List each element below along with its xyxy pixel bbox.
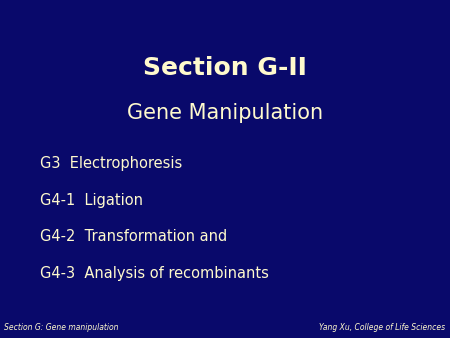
Text: G4-3  Analysis of recombinants: G4-3 Analysis of recombinants (40, 266, 270, 281)
Text: G4-2  Transformation and: G4-2 Transformation and (40, 230, 228, 244)
Text: Section G: Gene manipulation: Section G: Gene manipulation (4, 323, 119, 332)
Text: Yang Xu, College of Life Sciences: Yang Xu, College of Life Sciences (320, 323, 446, 332)
Text: Section G-II: Section G-II (143, 55, 307, 80)
Text: G3  Electrophoresis: G3 Electrophoresis (40, 156, 183, 171)
Text: G4-1  Ligation: G4-1 Ligation (40, 193, 144, 208)
Text: Gene Manipulation: Gene Manipulation (127, 103, 323, 123)
